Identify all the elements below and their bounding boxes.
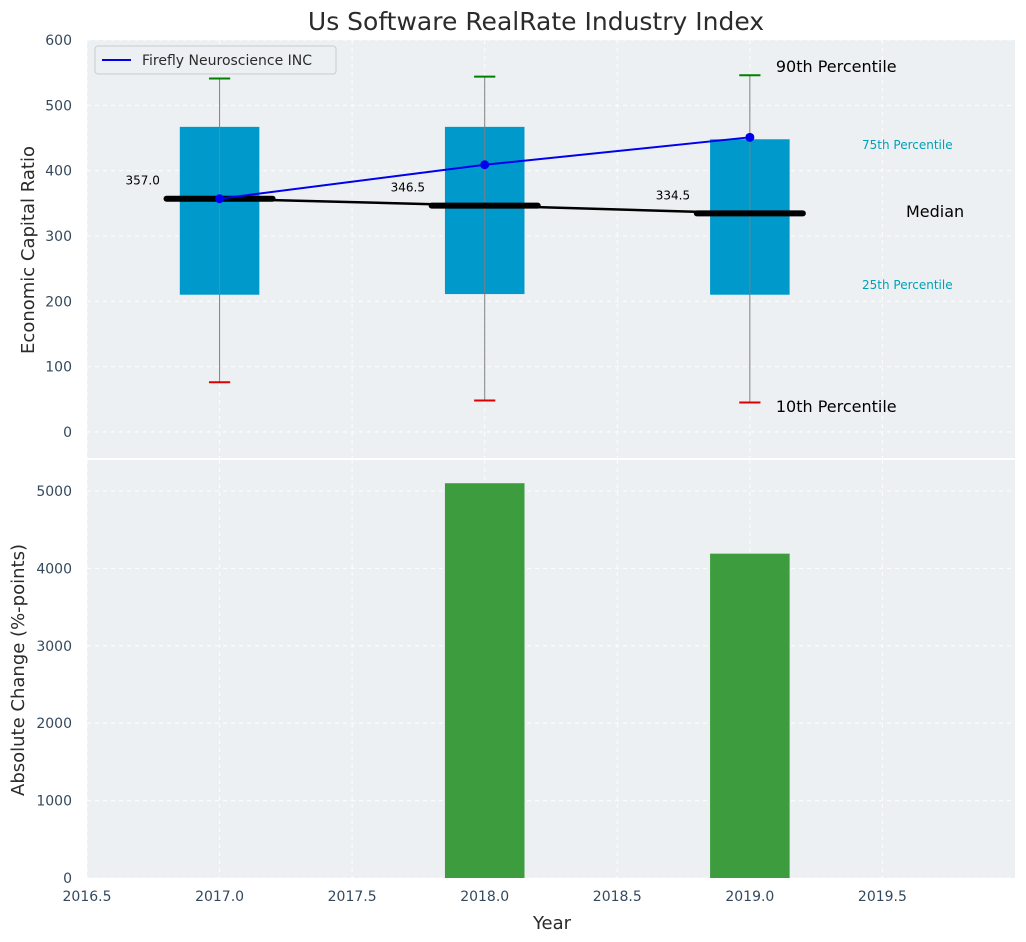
median-value-label: 357.0 [126, 174, 160, 188]
box-panel-y-tick-label: 500 [45, 98, 72, 114]
median-value-label: 346.5 [391, 181, 425, 195]
bar-panel-background [87, 460, 1015, 878]
x-tick-label: 2018.5 [593, 889, 642, 905]
bar-panel-y-tick-label: 4000 [36, 561, 72, 577]
bar-panel-y-tick-label: 3000 [36, 639, 72, 655]
x-tick-label: 2019.0 [725, 889, 774, 905]
series-point-firefly [480, 160, 490, 170]
legend-frame [94, 45, 337, 75]
bar-panel: 0 1000 2000 3000 4000 5000 2016.5 2017.0 2017.5… [8, 460, 1015, 934]
p75-annotation: 75th Percentile [862, 138, 953, 152]
bar-panel-marks [444, 483, 790, 878]
x-tick-label: 2019.5 [858, 889, 907, 905]
series-point-firefly [215, 194, 225, 204]
p10-annotation: 10th Percentile [776, 397, 897, 416]
median-trend-line [219, 197, 750, 215]
bar-panel-y-tick-labels: 0 1000 2000 3000 4000 5000 [36, 484, 72, 887]
x-tick-label: 2016.5 [63, 889, 112, 905]
x-tick-label: 2017.5 [328, 889, 377, 905]
bar-panel-y-tick-label: 5000 [36, 484, 72, 500]
box-panel-marks [163, 74, 806, 404]
x-tick-label: 2017.0 [195, 889, 244, 905]
bar-panel-y-tick-label: 2000 [36, 716, 72, 732]
legend: Firefly Neuroscience INC [94, 45, 337, 75]
box-panel-y-tick-label: 200 [45, 294, 72, 310]
box-panel: 0 100 200 300 400 500 600 Economic Capital Rat… [18, 33, 1015, 458]
series-point-firefly [745, 132, 755, 142]
bar-panel-y-tick-label: 1000 [36, 794, 72, 810]
box-panel-y-tick-label: 400 [45, 164, 72, 180]
bar-panel-y-axis-label: Absolute Change (%-points) [8, 544, 29, 796]
box-panel-y-tick-label: 300 [45, 229, 72, 245]
box-panel-y-axis-label: Economic Capital Ratio [18, 146, 39, 354]
box-panel-y-tick-label: 600 [45, 33, 72, 49]
chart-title: Us Software RealRate Industry Index [308, 7, 764, 36]
median-annotation: Median [906, 202, 964, 221]
x-tick-labels: 2016.5 2017.0 2017.5 2018.0 2018.5 2019.0 2019… [63, 889, 907, 905]
legend-entry-firefly: Firefly Neuroscience INC [142, 53, 312, 69]
percentile-annotations: 357.0 346.5 334.5 90th Percentile 75th Perce… [126, 57, 965, 416]
box-panel-y-tick-label: 100 [45, 360, 72, 376]
bar [444, 483, 525, 878]
bar-panel-y-tick-label: 0 [63, 871, 72, 887]
box-panel-y-tick-labels: 0 100 200 300 400 500 600 [45, 33, 72, 441]
p25-annotation: 25th Percentile [862, 278, 953, 292]
box-panel-y-tick-label: 0 [63, 425, 72, 441]
x-tick-label: 2018.0 [460, 889, 509, 905]
median-value-label: 334.5 [656, 188, 690, 202]
p90-annotation: 90th Percentile [776, 57, 897, 76]
bar [710, 553, 790, 878]
x-axis-label: Year [532, 913, 572, 934]
